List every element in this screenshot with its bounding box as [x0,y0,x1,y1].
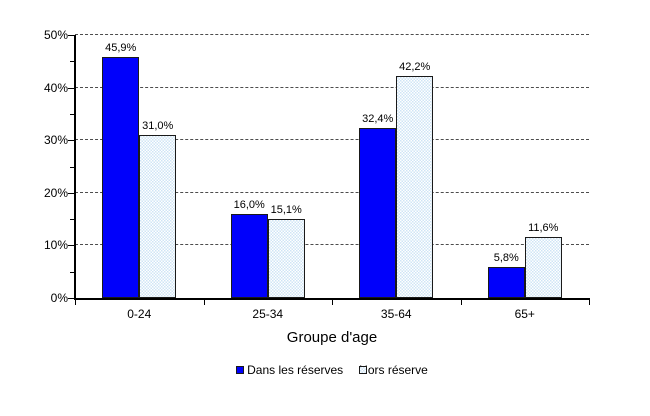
y-tick [70,271,75,273]
y-tick [68,87,75,89]
bar-dans-les-r-serves-65+ [487,267,525,298]
y-tick [70,219,75,221]
bar-dans-les-r-serves-35-64 [359,127,397,298]
legend-label: Hors réserve [359,363,428,377]
x-tick [203,298,205,305]
y-tick-label: 30% [43,133,68,148]
bar-dans-les-r-serves-25-34 [230,213,268,298]
gridline-50 [75,34,589,35]
x-tick [460,298,462,305]
x-category-label: 0-24 [127,307,152,321]
x-tick [332,298,333,305]
gridline-20 [75,191,589,193]
x-tick [589,298,590,305]
y-tick [70,113,75,115]
bar-value-label: 15,1% [270,203,302,216]
y-tick [68,245,75,247]
bar-value-label: 16,0% [233,198,265,211]
y-tick [70,166,75,168]
y-tick [68,35,75,36]
bar-value-label: 5,8% [493,252,519,265]
bar-hors-r-serve-25-34 [267,218,305,298]
y-tick [68,192,75,194]
x-tick [75,298,76,305]
x-category-label: 65+ [514,307,535,321]
x-category-label: 25-34 [252,307,284,321]
legend-item-2: Hors réserve [359,363,428,377]
bar-value-label: 11,6% [528,221,559,234]
y-tick [68,140,75,142]
legend-label: Dans les réserves [247,363,344,377]
bar-value-label: 31,0% [142,119,174,132]
bar-hors-r-serve-35-64 [396,76,434,298]
y-tick-label: 50% [43,28,68,42]
y-tick-label: 0% [50,291,68,305]
bar-value-label: 45,9% [105,41,137,54]
legend-item-1: Dans les réserves [236,363,343,377]
bar-hors-r-serve-65+ [524,236,562,298]
y-tick-label: 20% [43,185,68,200]
bar-value-label: 32,4% [362,112,394,125]
legend: Dans les réserves Hors réserve [75,363,589,377]
gridline-10 [75,244,589,246]
y-axis-line [74,35,76,298]
gridline-40 [75,86,589,88]
y-tick [68,298,75,299]
legend-swatch-1 [236,366,245,374]
legend-swatch-2 [359,366,368,374]
y-tick-label: 40% [43,80,68,95]
y-tick [70,61,75,63]
bar-hors-r-serve-0-24 [139,134,177,298]
x-axis-title: Groupe d'age [286,329,378,346]
x-category-label: 35-64 [380,307,412,321]
bar-value-label: 42,2% [399,61,431,74]
y-tick-label: 10% [43,238,68,253]
gridline-30 [75,139,589,141]
bar-dans-les-r-serves-0-24 [102,56,140,298]
